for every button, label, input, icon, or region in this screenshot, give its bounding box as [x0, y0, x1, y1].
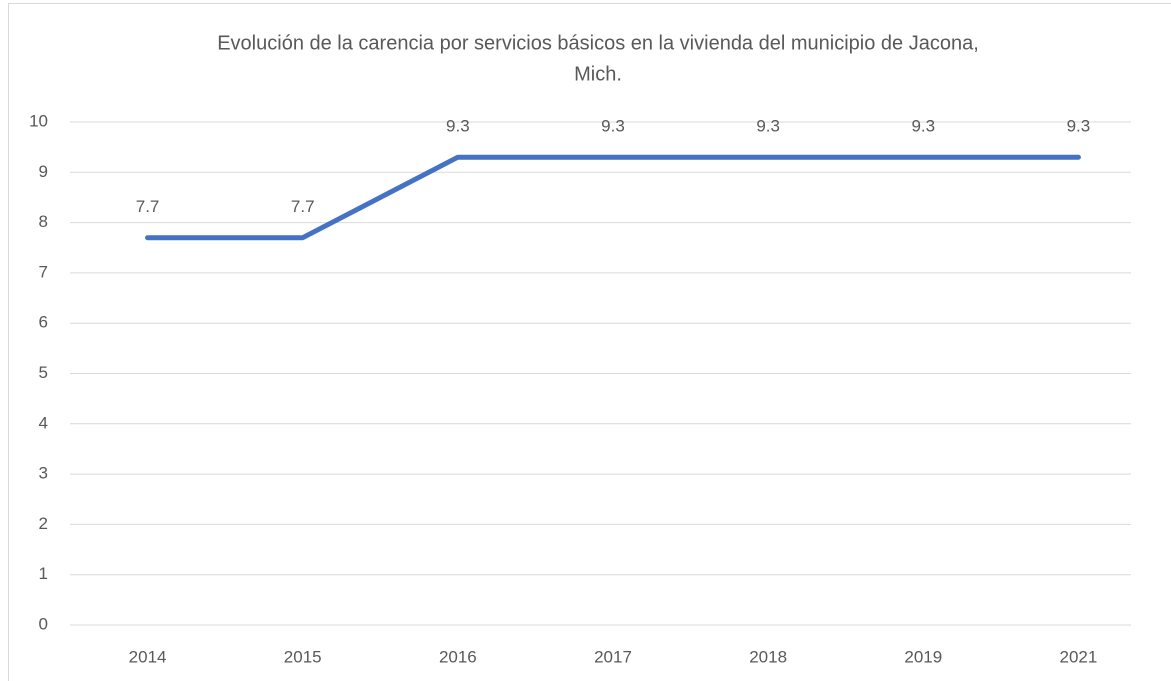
- data-label: 9.3: [911, 117, 935, 136]
- chart-frame: [8, 3, 1171, 681]
- y-tick-label: 8: [39, 212, 48, 231]
- chart-title: Evolución de la carencia por servicios b…: [217, 32, 979, 54]
- data-label: 9.3: [601, 117, 625, 136]
- x-tick-label: 2015: [284, 647, 322, 666]
- y-tick-label: 9: [39, 162, 48, 181]
- y-tick-label: 5: [39, 363, 48, 382]
- x-tick-label: 2018: [749, 647, 787, 666]
- x-tick-label: 2021: [1060, 647, 1098, 666]
- y-tick-label: 0: [39, 614, 48, 633]
- data-label: 7.7: [291, 197, 315, 216]
- y-tick-label: 10: [29, 111, 48, 130]
- series-line: [145, 154, 1081, 241]
- x-tick-label: 2014: [129, 647, 167, 666]
- data-label: 9.3: [756, 117, 780, 136]
- x-tick-label: 2017: [594, 647, 632, 666]
- chart-title: Mich.: [574, 63, 622, 85]
- y-tick-label: 6: [39, 313, 48, 332]
- y-tick-label: 3: [39, 464, 48, 483]
- x-tick-label: 2019: [904, 647, 942, 666]
- x-tick-label: 2016: [439, 647, 477, 666]
- data-label: 9.3: [446, 117, 470, 136]
- y-tick-label: 1: [39, 564, 48, 583]
- data-label: 7.7: [136, 197, 160, 216]
- y-tick-label: 4: [39, 413, 48, 432]
- data-label: 9.3: [1067, 117, 1091, 136]
- y-tick-label: 7: [39, 262, 48, 281]
- y-tick-label: 2: [39, 514, 48, 533]
